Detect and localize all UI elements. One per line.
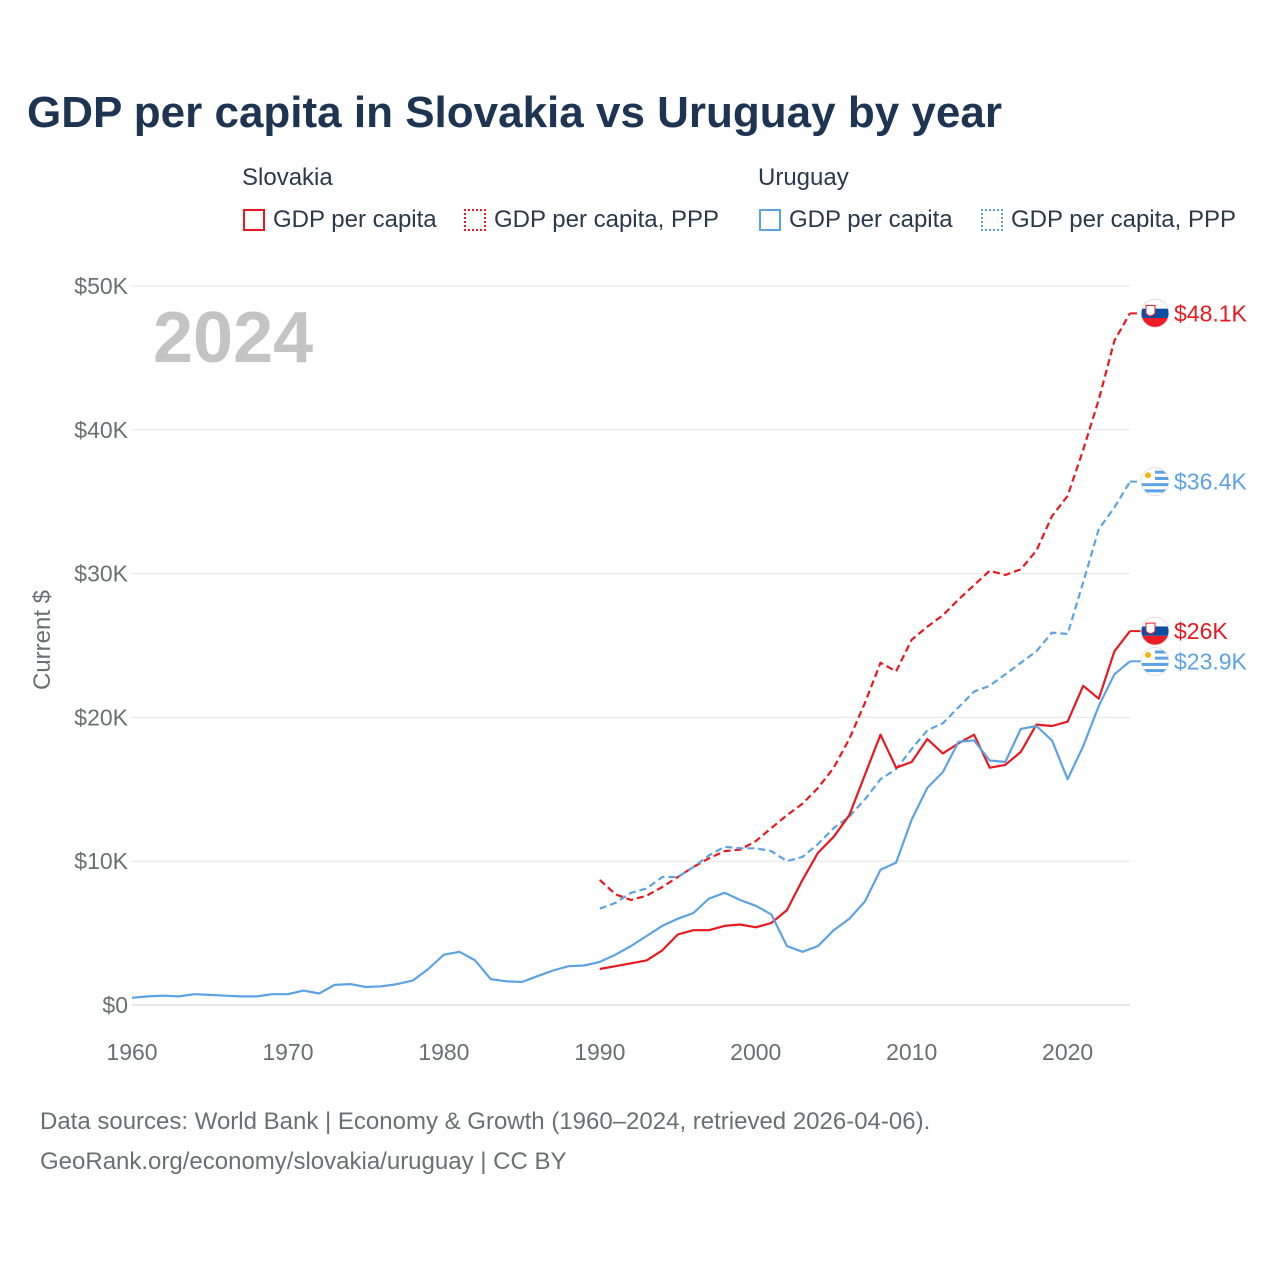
x-tick-label: 2020: [1042, 1039, 1093, 1065]
legend-item-uruguay-gdp-ppp[interactable]: GDP per capita, PPP: [981, 204, 1236, 236]
legend-swatch-solid-red: [243, 209, 265, 231]
line-chart: 2024 $0 $10K $20K $30K $40K $50K 1960 1970 1980…: [29, 273, 1248, 1065]
y-tick-label: $10K: [74, 848, 128, 874]
legend-swatch-dotted-red: [464, 209, 486, 231]
x-tick-label: 1970: [262, 1039, 313, 1065]
end-value-label: $26K: [1174, 618, 1228, 644]
series-line-uruguay-ppp: [599, 481, 1131, 910]
x-axis-ticks: 1960 1970 1980 1990 2000 2010 2020: [106, 1039, 1093, 1065]
y-axis-label: Current $: [29, 590, 56, 690]
legend-swatch-dotted-blue: [981, 209, 1003, 231]
end-value-label: $23.9K: [1174, 648, 1248, 674]
uruguay-flag-icon: [1140, 646, 1170, 676]
source-line-2[interactable]: GeoRank.org/economy/slovakia/uruguay | C…: [40, 1148, 567, 1175]
legend-item-slovakia-gdp[interactable]: GDP per capita: [243, 204, 437, 236]
series-lines: [131, 312, 1131, 999]
series-end-markers: $48.1K $36.4K $26K $23.9K: [1130, 298, 1248, 676]
end-value-label: $48.1K: [1174, 300, 1248, 326]
y-axis-ticks: $0 $10K $20K $30K $40K $50K: [74, 273, 128, 1018]
legend-swatch-solid-blue: [759, 209, 781, 231]
y-tick-label: $40K: [74, 417, 128, 443]
x-tick-label: 2000: [730, 1039, 781, 1065]
legend-title-slovakia: Slovakia: [242, 164, 333, 191]
x-tick-label: 1990: [574, 1039, 625, 1065]
series-line-slovakia: [599, 630, 1131, 971]
legend-label: GDP per capita, PPP: [1011, 206, 1236, 233]
grid-lines: [132, 285, 1130, 1006]
source-line-1: Data sources: World Bank | Economy & Gro…: [40, 1108, 931, 1135]
slovakia-flag-icon: [1140, 616, 1170, 646]
legend-label: GDP per capita: [273, 206, 437, 233]
uruguay-flag-icon: [1140, 467, 1170, 497]
legend-label: GDP per capita, PPP: [494, 206, 719, 233]
series-line-slovakia-ppp: [599, 312, 1131, 902]
x-tick-label: 1960: [106, 1039, 157, 1065]
slovakia-flag-icon: [1140, 298, 1170, 328]
legend-item-slovakia-gdp-ppp[interactable]: GDP per capita, PPP: [464, 204, 719, 236]
x-tick-label: 1980: [418, 1039, 469, 1065]
y-tick-label: $30K: [74, 561, 128, 587]
x-tick-label: 2010: [886, 1039, 937, 1065]
y-tick-label: $20K: [74, 704, 128, 730]
y-tick-label: $50K: [74, 273, 128, 299]
year-watermark: 2024: [153, 298, 313, 378]
legend-label: GDP per capita: [789, 206, 953, 233]
legend-item-uruguay-gdp[interactable]: GDP per capita: [759, 204, 953, 236]
y-tick-label: $0: [102, 992, 128, 1018]
end-value-label: $36.4K: [1174, 469, 1248, 495]
chart-title: GDP per capita in Slovakia vs Uruguay by…: [27, 88, 1002, 137]
series-line-uruguay: [131, 660, 1131, 999]
legend-title-uruguay: Uruguay: [758, 164, 849, 191]
